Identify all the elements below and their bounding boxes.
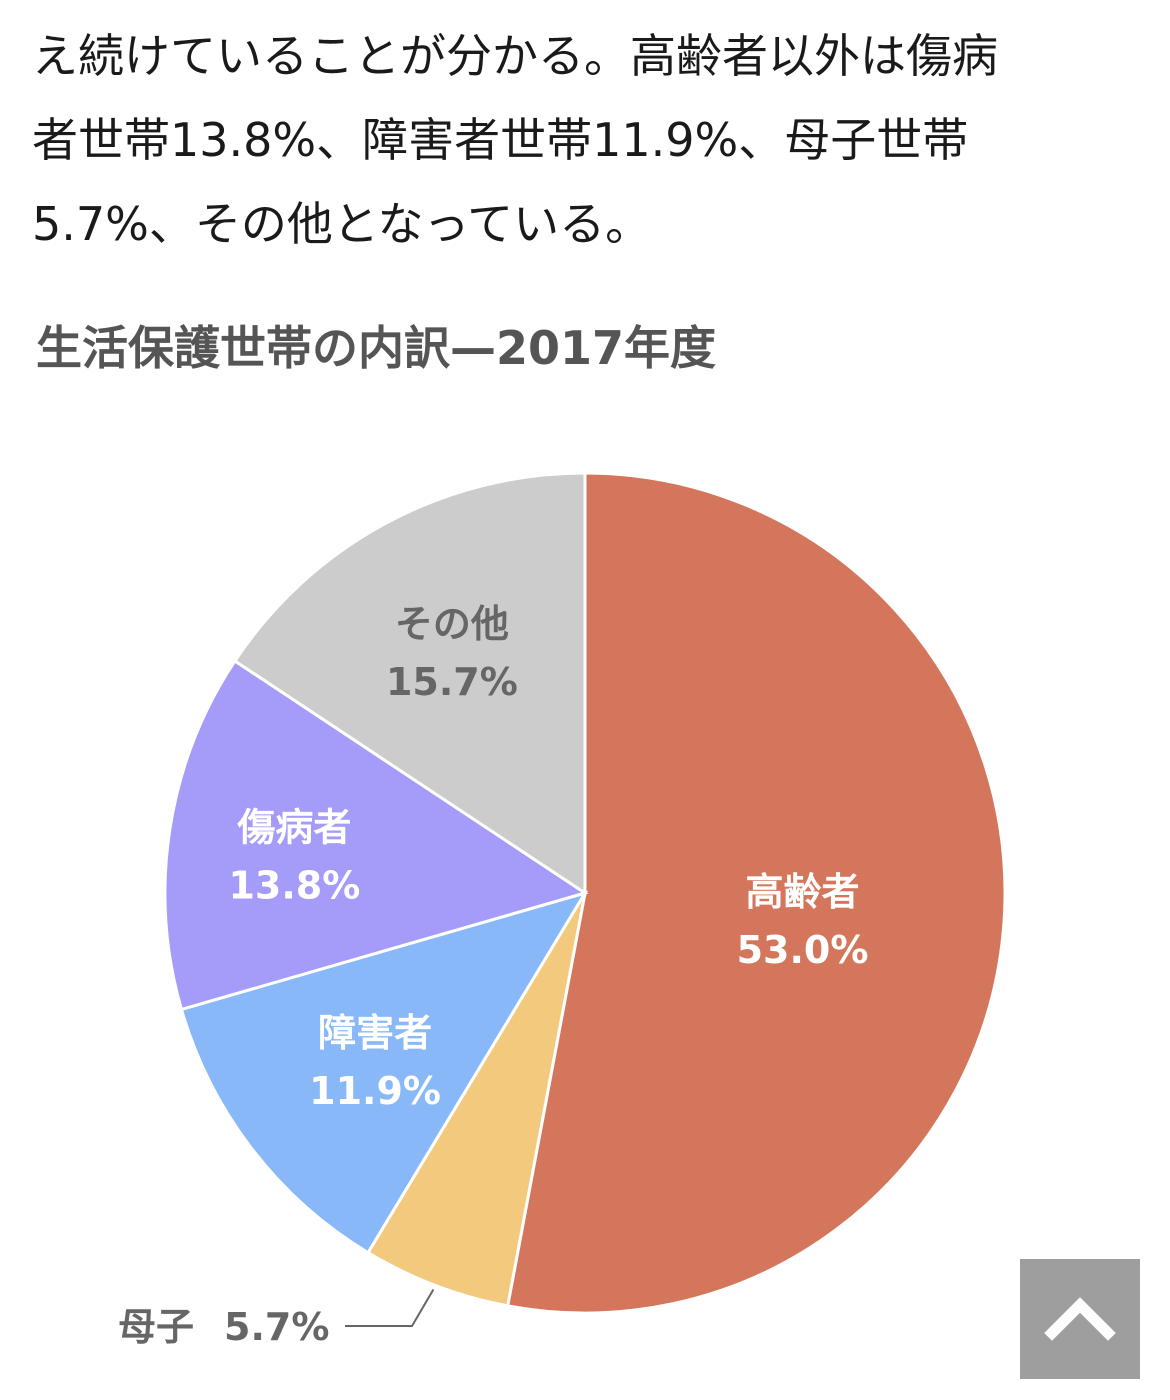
pie-slice-3 <box>179 890 589 1255</box>
pie-label-value: 11.9% <box>309 1069 441 1113</box>
pie-leader-line <box>345 1288 435 1327</box>
pie-label-outside: 母子 5.7% <box>118 1305 329 1349</box>
pie-label-name: 傷病者 <box>236 805 351 849</box>
chart-title: 生活保護世帯の内訳—2017年度 <box>36 321 717 375</box>
pie-label-name: 高齢者 <box>745 870 859 914</box>
pie-label-name: 母子 <box>118 1305 194 1349</box>
pie-slices <box>163 471 1007 1315</box>
pie-label-name: 障害者 <box>318 1011 432 1055</box>
article-line: 者世帯13.8%、障害者世帯11.9%、母子世帯 <box>32 113 969 167</box>
scroll-to-top-button[interactable] <box>1020 1259 1140 1379</box>
pie-label-name: その他 <box>395 602 509 646</box>
article-line: 5.7%、その他となっている。 <box>32 197 652 251</box>
pie-labels: 高齢者 53.0% 母子 5.7% 障害者 11.9% 傷病者 13.8% その他 15.7% <box>118 602 868 1349</box>
pie-label-value: 5.7% <box>224 1305 329 1349</box>
pie-label-value: 53.0% <box>737 928 869 972</box>
article-line: え続けていることが分かる。高齢者以外は傷病 <box>32 29 998 83</box>
pie-slice-5 <box>232 471 587 896</box>
pie-label-value: 13.8% <box>228 863 360 907</box>
article-text: え続けていることが分かる。高齢者以外は傷病 者世帯13.8%、障害者世帯11.9… <box>32 14 1142 266</box>
pie-label-value: 15.7% <box>386 660 518 704</box>
chevron-up-icon <box>1044 1297 1116 1341</box>
pie-slice-4 <box>163 658 589 1012</box>
pie-slice-2 <box>365 892 587 1308</box>
pie-slice-1 <box>505 471 1007 1315</box>
